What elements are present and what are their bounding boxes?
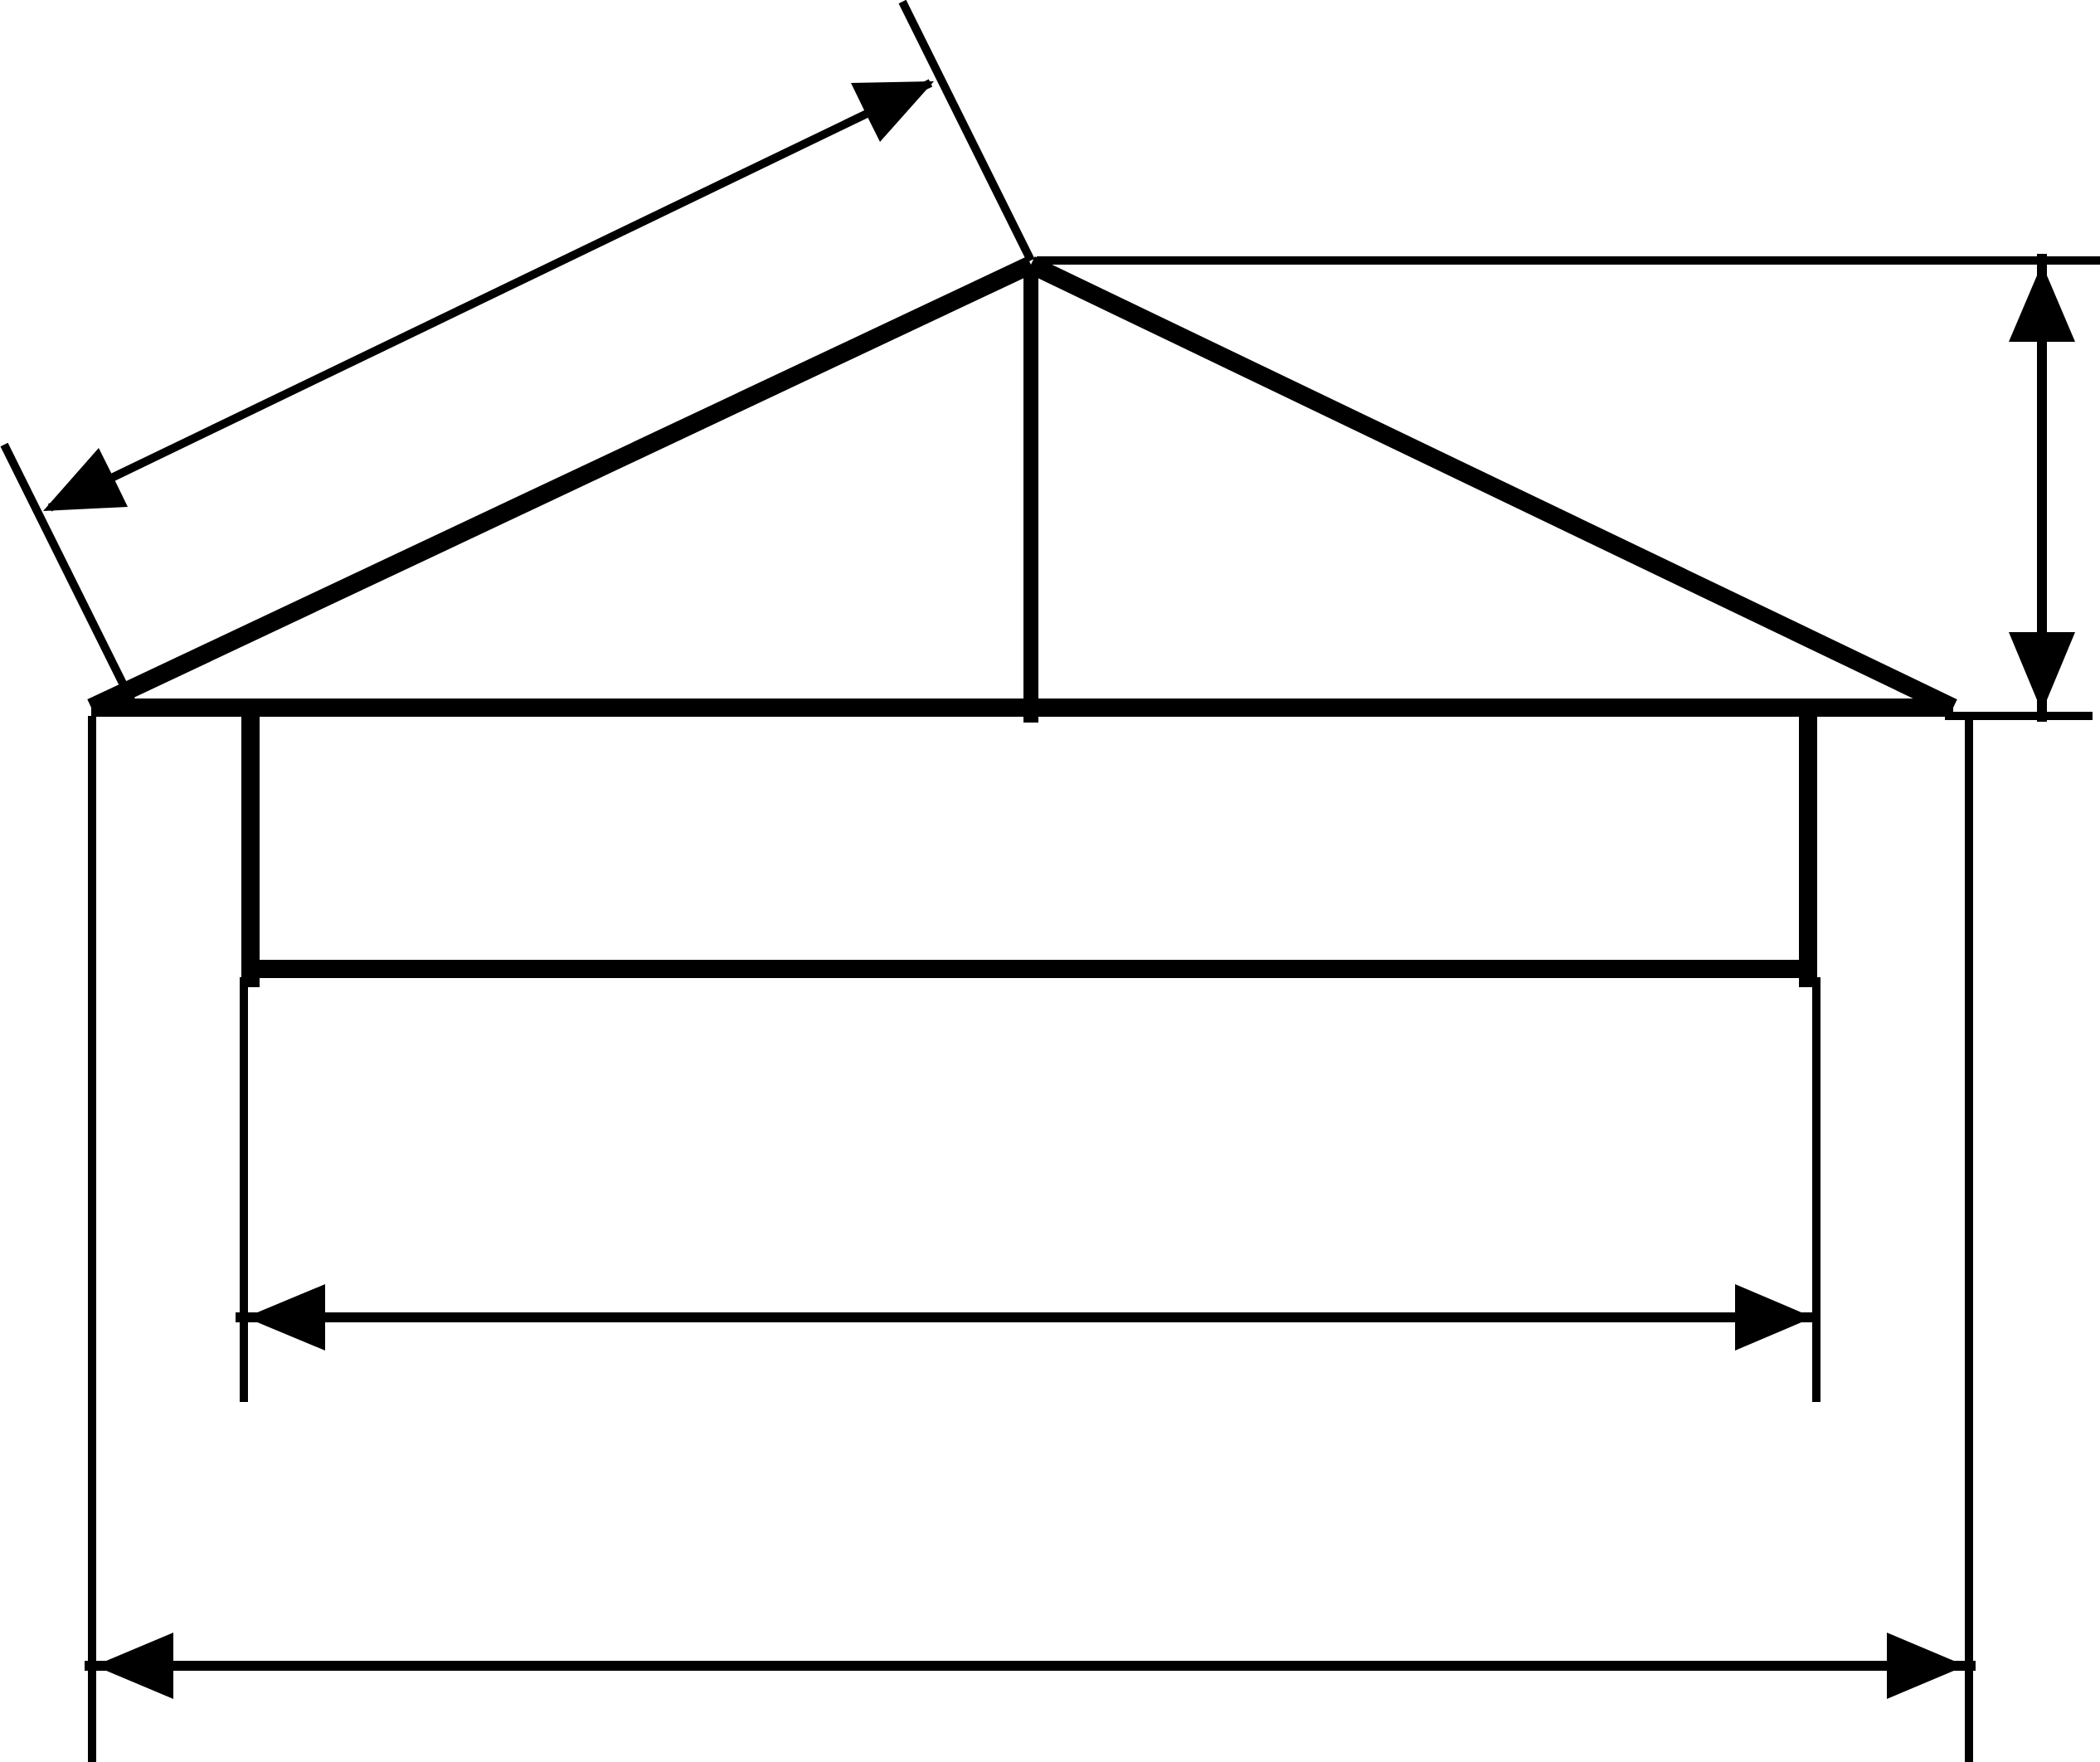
right-rafter: [1027, 256, 1957, 716]
rafter-length-dimension: [43, 79, 934, 512]
rafter-length-line: [47, 79, 933, 512]
rafter-length-arrow-start: [43, 448, 128, 511]
inner-span-arrow-right: [1735, 1284, 1813, 1351]
rise-dimension: [2009, 254, 2075, 722]
dimension-lines: [43, 79, 2075, 1699]
left-rafter: [87, 256, 1035, 716]
rafter-extension-right: [898, 0, 1035, 263]
rafter-extension-left: [0, 442, 143, 718]
inner-span-arrow-left: [245, 1284, 325, 1351]
structure: [87, 256, 1957, 987]
rafter-length-arrow-end: [851, 81, 934, 142]
inner-span-dimension: [236, 1284, 1820, 1351]
rise-arrow-bottom: [2009, 632, 2075, 712]
overall-span-arrow-right: [1887, 1633, 1966, 1699]
rise-arrow-top: [2009, 264, 2075, 342]
overall-span-arrow-left: [95, 1633, 173, 1699]
overall-span-dimension: [85, 1633, 1976, 1699]
